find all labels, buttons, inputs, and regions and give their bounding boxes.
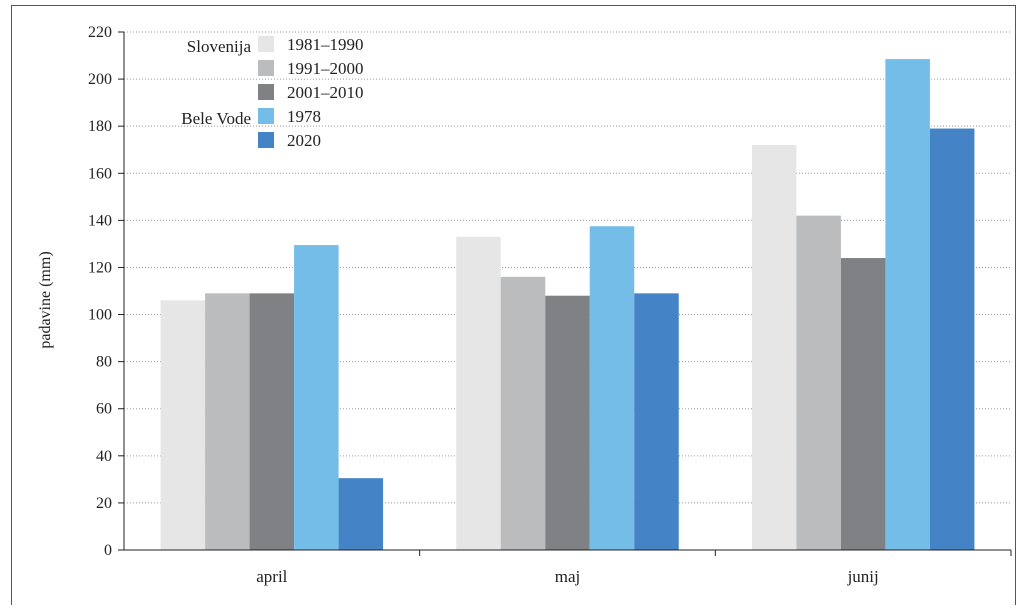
legend-group-label: Bele Vode bbox=[181, 109, 251, 128]
legend-swatch bbox=[258, 36, 274, 52]
legend-label: 2001–2010 bbox=[287, 83, 364, 102]
legend-label: 2020 bbox=[287, 131, 321, 150]
y-tick-label: 100 bbox=[88, 307, 112, 324]
legend-group-label: Slovenija bbox=[187, 37, 252, 56]
y-tick-label: 40 bbox=[96, 448, 112, 465]
bar-maj-1 bbox=[500, 276, 546, 550]
legend-label: 1978 bbox=[287, 107, 321, 126]
y-tick-label: 120 bbox=[88, 259, 112, 276]
y-axis-label: padavine (mm) bbox=[37, 251, 54, 348]
bar-maj-4 bbox=[634, 293, 679, 550]
y-tick-label: 0 bbox=[104, 542, 112, 559]
legend-swatch bbox=[258, 84, 274, 100]
y-tick-label: 220 bbox=[88, 24, 112, 41]
y-tick-label: 20 bbox=[96, 495, 112, 512]
bar-april-2 bbox=[249, 293, 295, 550]
bar-junij-2 bbox=[840, 258, 886, 550]
x-tick-label: junij bbox=[847, 567, 879, 586]
bar-april-4 bbox=[338, 478, 384, 550]
legend-swatch bbox=[258, 132, 274, 148]
legend-label: 1991–2000 bbox=[287, 59, 364, 78]
bar-april-0 bbox=[160, 300, 206, 550]
bar-april-1 bbox=[205, 293, 250, 550]
y-tick-label: 200 bbox=[88, 71, 112, 88]
bar-maj-0 bbox=[456, 236, 501, 550]
chart-border bbox=[11, 5, 1016, 610]
bar-april-3 bbox=[294, 245, 339, 550]
legend: 1981–1990 Slovenija 1991–2000 2001–2010 1978… bbox=[181, 35, 363, 150]
x-tick-label: april bbox=[256, 567, 287, 586]
bars bbox=[160, 59, 975, 551]
y-tick-label: 80 bbox=[96, 354, 112, 371]
axes: 0 20 40 60 80 100 120 140 160 180 200 220 april maj ju… bbox=[11, 5, 1016, 610]
legend-label: 1981–1990 bbox=[287, 35, 364, 54]
bar-junij-0 bbox=[751, 145, 797, 550]
y-tick-label: 60 bbox=[96, 401, 112, 418]
bar-junij-3 bbox=[885, 59, 930, 551]
y-tick-label: 160 bbox=[88, 165, 112, 182]
x-tick-label: maj bbox=[555, 567, 581, 586]
bar-maj-3 bbox=[589, 226, 635, 550]
legend-swatch bbox=[258, 108, 274, 124]
bar-junij-1 bbox=[796, 215, 841, 550]
bar-junij-4 bbox=[929, 128, 975, 550]
y-tick-label: 140 bbox=[88, 212, 112, 229]
legend-swatch bbox=[258, 60, 274, 76]
bar-maj-2 bbox=[545, 295, 590, 550]
y-tick-label: 180 bbox=[88, 118, 112, 135]
